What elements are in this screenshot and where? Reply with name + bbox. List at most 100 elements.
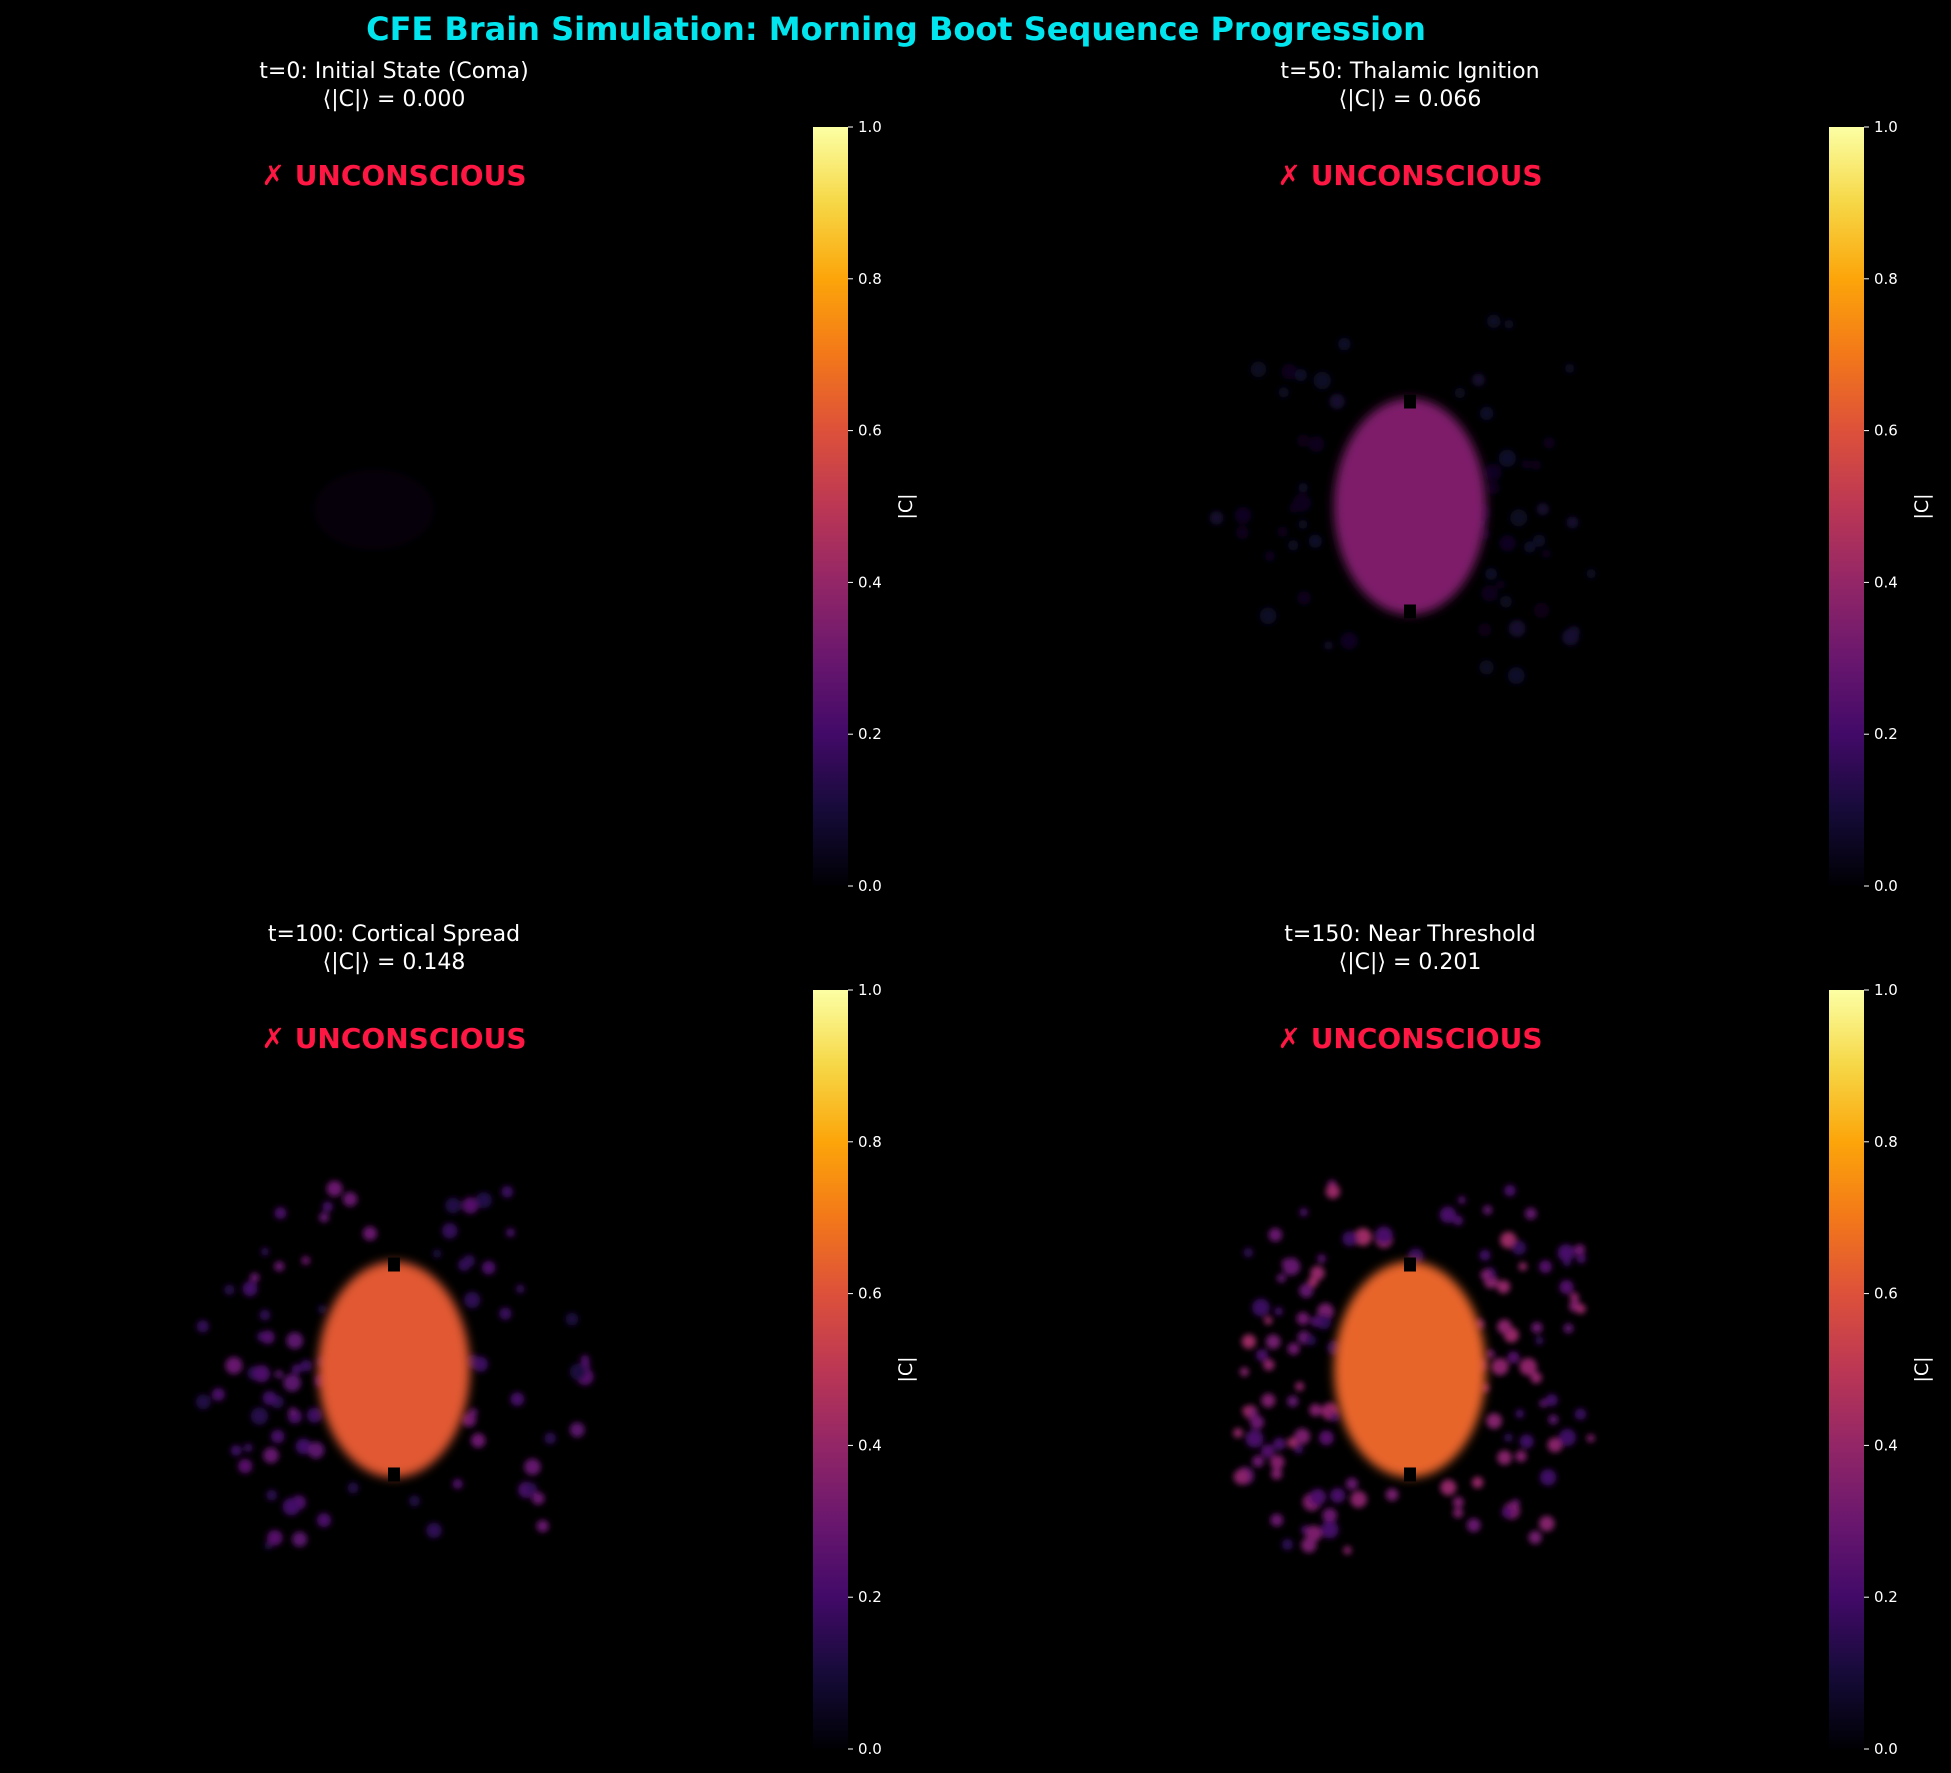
cortex-spot bbox=[531, 1492, 545, 1505]
thalamus-region bbox=[1334, 1261, 1486, 1478]
cortex-spot bbox=[1479, 1249, 1491, 1261]
cortex-spot bbox=[1509, 509, 1528, 527]
cortex-spot bbox=[1322, 1508, 1338, 1523]
cortex-spot bbox=[288, 1407, 298, 1417]
cortex-spot bbox=[1519, 1434, 1534, 1449]
cortex-spot bbox=[1536, 502, 1550, 516]
cortex-spot bbox=[1309, 1403, 1322, 1417]
cortex-spot bbox=[569, 1363, 587, 1381]
cortex-spot bbox=[1457, 1196, 1466, 1205]
cortex-spot bbox=[249, 1272, 260, 1283]
cortex-spot bbox=[470, 1433, 486, 1448]
cortex-spot bbox=[1539, 1469, 1557, 1486]
colorbar-tick-label: 0.0 bbox=[858, 877, 882, 895]
cortex-spot bbox=[306, 1407, 323, 1423]
cortex-spot bbox=[1481, 584, 1498, 602]
panel-mean-value: ⟨|C|⟩ = 0.000 bbox=[323, 87, 466, 112]
cortex-spot bbox=[1296, 1312, 1310, 1326]
cortex-spot bbox=[1261, 1393, 1276, 1408]
heatmap bbox=[195, 1180, 594, 1550]
cortex-spot bbox=[1282, 1257, 1301, 1276]
cortex-spot bbox=[259, 1309, 271, 1321]
cortex-spot bbox=[1259, 607, 1277, 625]
thalamus-notch-top bbox=[388, 1257, 400, 1272]
cortex-spot bbox=[322, 1201, 333, 1213]
cortex-spot bbox=[1586, 1434, 1595, 1443]
cortex-spot bbox=[1320, 1520, 1339, 1539]
panel-0: t=0: Initial State (Coma) ⟨|C|⟩ = 0.000 ✗ … bbox=[259, 59, 917, 895]
cortex-spot bbox=[1563, 1323, 1574, 1334]
cortex-spot bbox=[569, 1422, 585, 1438]
cortex-spot bbox=[1558, 1428, 1577, 1447]
cortex-spot bbox=[1482, 1205, 1493, 1215]
cortex-spot bbox=[1485, 1349, 1495, 1359]
cortex-spot bbox=[1504, 1184, 1516, 1197]
cortex-spot bbox=[295, 1438, 312, 1455]
status-label: ✗ UNCONSCIOUS bbox=[261, 1022, 526, 1055]
colorbar-tick-label: 0.6 bbox=[858, 422, 882, 440]
cortex-spot bbox=[1319, 1430, 1334, 1446]
cortex-spot bbox=[1329, 393, 1345, 410]
cortex-spot bbox=[515, 1284, 525, 1294]
cortex-spot bbox=[1287, 539, 1299, 551]
cortex-spot bbox=[1486, 1413, 1503, 1429]
thalamus-notch-bottom bbox=[1404, 604, 1416, 619]
colorbar-tick-label: 0.8 bbox=[858, 270, 882, 288]
cortex-spot bbox=[1273, 1437, 1286, 1451]
cortex-spot bbox=[1539, 1515, 1555, 1532]
cortex-spot bbox=[1270, 1455, 1285, 1470]
cortex-spot bbox=[1308, 435, 1325, 453]
cortex-spot bbox=[1439, 1206, 1457, 1224]
cortex-spot bbox=[1530, 1371, 1542, 1384]
cortex-spot bbox=[1296, 434, 1310, 448]
thalamus-notch-top bbox=[1404, 1257, 1416, 1272]
heatmap bbox=[1209, 314, 1597, 685]
cortex-activity bbox=[1209, 314, 1597, 685]
cortex-spot bbox=[317, 1304, 327, 1314]
colorbar-label: |C| bbox=[1911, 1356, 1933, 1382]
cortex-spot bbox=[1209, 510, 1224, 525]
cortex-spot bbox=[1330, 1487, 1346, 1503]
thalamus-notch-bottom bbox=[1404, 1467, 1416, 1482]
cortex-spot bbox=[1354, 1228, 1372, 1246]
cortex-spot bbox=[1508, 619, 1526, 637]
cortex-spot bbox=[481, 1260, 496, 1275]
cortex-spot bbox=[1299, 1283, 1314, 1298]
colorbar-tick-label: 0.6 bbox=[1874, 422, 1898, 440]
cortex-spot bbox=[1375, 1226, 1393, 1245]
cortex-spot bbox=[536, 1519, 549, 1533]
heatmap bbox=[314, 469, 434, 550]
cortex-spot bbox=[1528, 1530, 1542, 1545]
cortex-spot bbox=[1274, 1307, 1283, 1316]
cortex-spot bbox=[1241, 1334, 1257, 1349]
cortex-spot bbox=[1287, 1395, 1299, 1407]
cortex-spot bbox=[1500, 1231, 1517, 1249]
cortex-spot bbox=[1547, 1437, 1563, 1453]
cortex-spot bbox=[274, 1261, 285, 1272]
cortex-spot bbox=[1541, 549, 1551, 559]
panel-title: t=0: Initial State (Coma) bbox=[259, 59, 528, 84]
cortex-spot bbox=[1261, 1444, 1275, 1458]
cortex-spot bbox=[1293, 493, 1309, 510]
colorbar-tick-label: 0.4 bbox=[1874, 1436, 1898, 1454]
cortex-spot bbox=[1270, 1513, 1284, 1527]
cortex-spot bbox=[262, 1391, 277, 1406]
cortex-spot bbox=[1496, 1280, 1511, 1294]
cortex-spot bbox=[1574, 1408, 1587, 1421]
cortex-spot bbox=[1277, 526, 1288, 538]
cortex-spot bbox=[1345, 1477, 1358, 1490]
cortex-spot bbox=[283, 1373, 301, 1392]
cortex-spot bbox=[1545, 1393, 1558, 1407]
cortex-spot bbox=[1298, 519, 1308, 530]
colorbar-tick-label: 0.2 bbox=[1874, 725, 1898, 743]
cortex-spot bbox=[1243, 1247, 1254, 1258]
cortex-spot bbox=[1486, 314, 1501, 329]
cortex-spot bbox=[1242, 1406, 1251, 1415]
cortex-spot bbox=[1264, 1316, 1273, 1325]
cortex-spot bbox=[580, 1354, 590, 1364]
cortex-spot bbox=[1559, 1280, 1574, 1295]
cortex-spot bbox=[1309, 1488, 1327, 1506]
cortex-spot bbox=[286, 1332, 304, 1350]
colorbar-tick-label: 0.8 bbox=[1874, 1133, 1898, 1151]
